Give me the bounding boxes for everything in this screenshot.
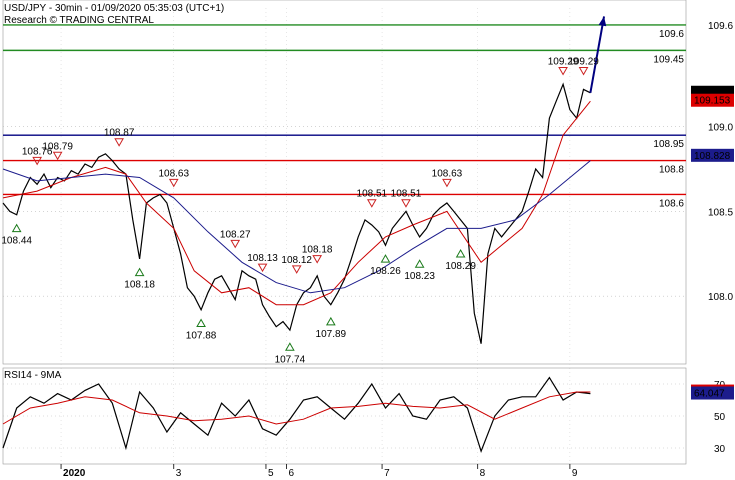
support-resistance-levels: 109.6 109.45 108.95 108.8 108.6 bbox=[3, 24, 686, 209]
x-tick-label: 9 bbox=[572, 468, 578, 479]
level-label: 108.8 bbox=[659, 165, 684, 176]
value-badge bbox=[691, 93, 734, 107]
pivot-label: 108.18 bbox=[302, 245, 333, 256]
pivot-low-marker bbox=[325, 316, 336, 326]
projection-arrow-head bbox=[598, 16, 607, 27]
x-tick-label: 6 bbox=[288, 468, 294, 479]
pivot-label: 108.29 bbox=[445, 261, 476, 272]
pivot-label: 108.87 bbox=[104, 128, 135, 139]
rsi-series-group bbox=[2, 376, 591, 454]
pivot-high-marker bbox=[366, 199, 377, 208]
pivot-label: 108.51 bbox=[357, 189, 388, 200]
value-badge bbox=[691, 386, 734, 400]
pivot-high-marker bbox=[52, 151, 63, 161]
value-badge-label: 109.153 bbox=[694, 96, 731, 107]
pivot-label: 108.63 bbox=[432, 168, 463, 179]
pivot-label: 109.29 bbox=[568, 57, 599, 68]
rsi-tick-label: 30 bbox=[714, 444, 726, 455]
value-badge bbox=[691, 148, 734, 162]
rsi-grid bbox=[2, 367, 687, 465]
pivot-label: 108.18 bbox=[124, 280, 155, 291]
pivot-low-marker bbox=[196, 318, 206, 328]
level-label: 109.45 bbox=[653, 54, 684, 65]
pivot-high-marker bbox=[401, 199, 411, 208]
x-tick-label: 5 bbox=[268, 468, 274, 479]
rsi-line bbox=[2, 376, 591, 454]
pivot-high-marker bbox=[230, 239, 241, 249]
chart-title: USD/JPY - 30min - 01/09/2020 05:35:03 (U… bbox=[4, 3, 224, 14]
pivot-high-marker bbox=[257, 263, 268, 273]
pivot-label: 107.74 bbox=[275, 354, 306, 365]
pivot-label: 108.63 bbox=[158, 168, 189, 179]
chart-subtitle: Research © TRADING CENTRAL bbox=[4, 15, 154, 26]
pivot-label: 108.79 bbox=[42, 141, 73, 152]
price-panel-frame bbox=[2, 0, 687, 365]
rsi-axis: 70503065.27264.047 bbox=[691, 380, 734, 455]
pivot-high-marker bbox=[442, 178, 452, 188]
x-tick-label: 8 bbox=[480, 468, 486, 479]
projection-arrow-line bbox=[589, 16, 606, 93]
price-tick-label: 109.0 bbox=[708, 123, 733, 134]
pivot-label: 108.23 bbox=[404, 271, 435, 282]
x-tick-label: 7 bbox=[384, 468, 390, 479]
price-tick-label: 108.0 bbox=[708, 292, 733, 303]
price-series-group bbox=[2, 16, 607, 344]
pivot-label: 108.12 bbox=[281, 255, 312, 266]
pivot-label: 108.51 bbox=[391, 189, 422, 200]
pivot-high-marker bbox=[168, 178, 179, 188]
price-tick-label: 108.5 bbox=[708, 207, 733, 218]
value-badge-label: 64.047 bbox=[694, 389, 725, 400]
x-tick-label: 3 bbox=[176, 468, 182, 479]
x-axis: 2020 3 5 6 7 8 9 bbox=[60, 464, 578, 479]
pivot-label: 107.88 bbox=[186, 331, 217, 342]
price-tick-label: 109.6 bbox=[708, 21, 733, 32]
pivot-high-marker bbox=[32, 156, 43, 166]
pivot-low-marker bbox=[11, 223, 22, 233]
price-ma-red-line bbox=[2, 100, 591, 306]
level-label: 109.6 bbox=[659, 29, 684, 40]
pivot-high-marker bbox=[291, 265, 302, 274]
pivot-high-marker bbox=[558, 67, 568, 76]
pivot-low-marker bbox=[414, 259, 425, 268]
rsi-ma-line bbox=[2, 391, 591, 425]
pivot-label: 108.44 bbox=[1, 236, 32, 247]
value-badge-label: 108.828 bbox=[694, 151, 731, 162]
pivot-high-marker bbox=[312, 255, 323, 264]
pivot-low-marker bbox=[455, 249, 466, 258]
pivot-high-marker bbox=[578, 67, 589, 76]
pivot-label: 109.29 bbox=[548, 57, 579, 68]
rsi-tick-label: 50 bbox=[714, 412, 726, 423]
level-label: 108.6 bbox=[659, 198, 684, 209]
level-label: 108.95 bbox=[653, 139, 684, 150]
pivot-low-marker bbox=[284, 342, 295, 351]
rsi-title: RSI14 - 9MA bbox=[4, 370, 62, 381]
pivot-label: 108.76 bbox=[22, 146, 53, 157]
value-badge-label: 109.2 bbox=[694, 88, 719, 99]
pivot-low-marker bbox=[134, 267, 145, 277]
pivot-high-marker bbox=[114, 138, 124, 147]
price-ma-blue-line bbox=[2, 160, 591, 294]
pivot-label: 107.89 bbox=[316, 329, 347, 340]
pivot-label: 108.27 bbox=[220, 229, 251, 240]
pivot-label: 108.26 bbox=[370, 266, 401, 277]
pivot-label: 108.13 bbox=[247, 253, 278, 264]
price-grid bbox=[2, 0, 687, 464]
pivot-low-marker bbox=[380, 254, 391, 263]
x-tick-label: 2020 bbox=[63, 468, 86, 479]
